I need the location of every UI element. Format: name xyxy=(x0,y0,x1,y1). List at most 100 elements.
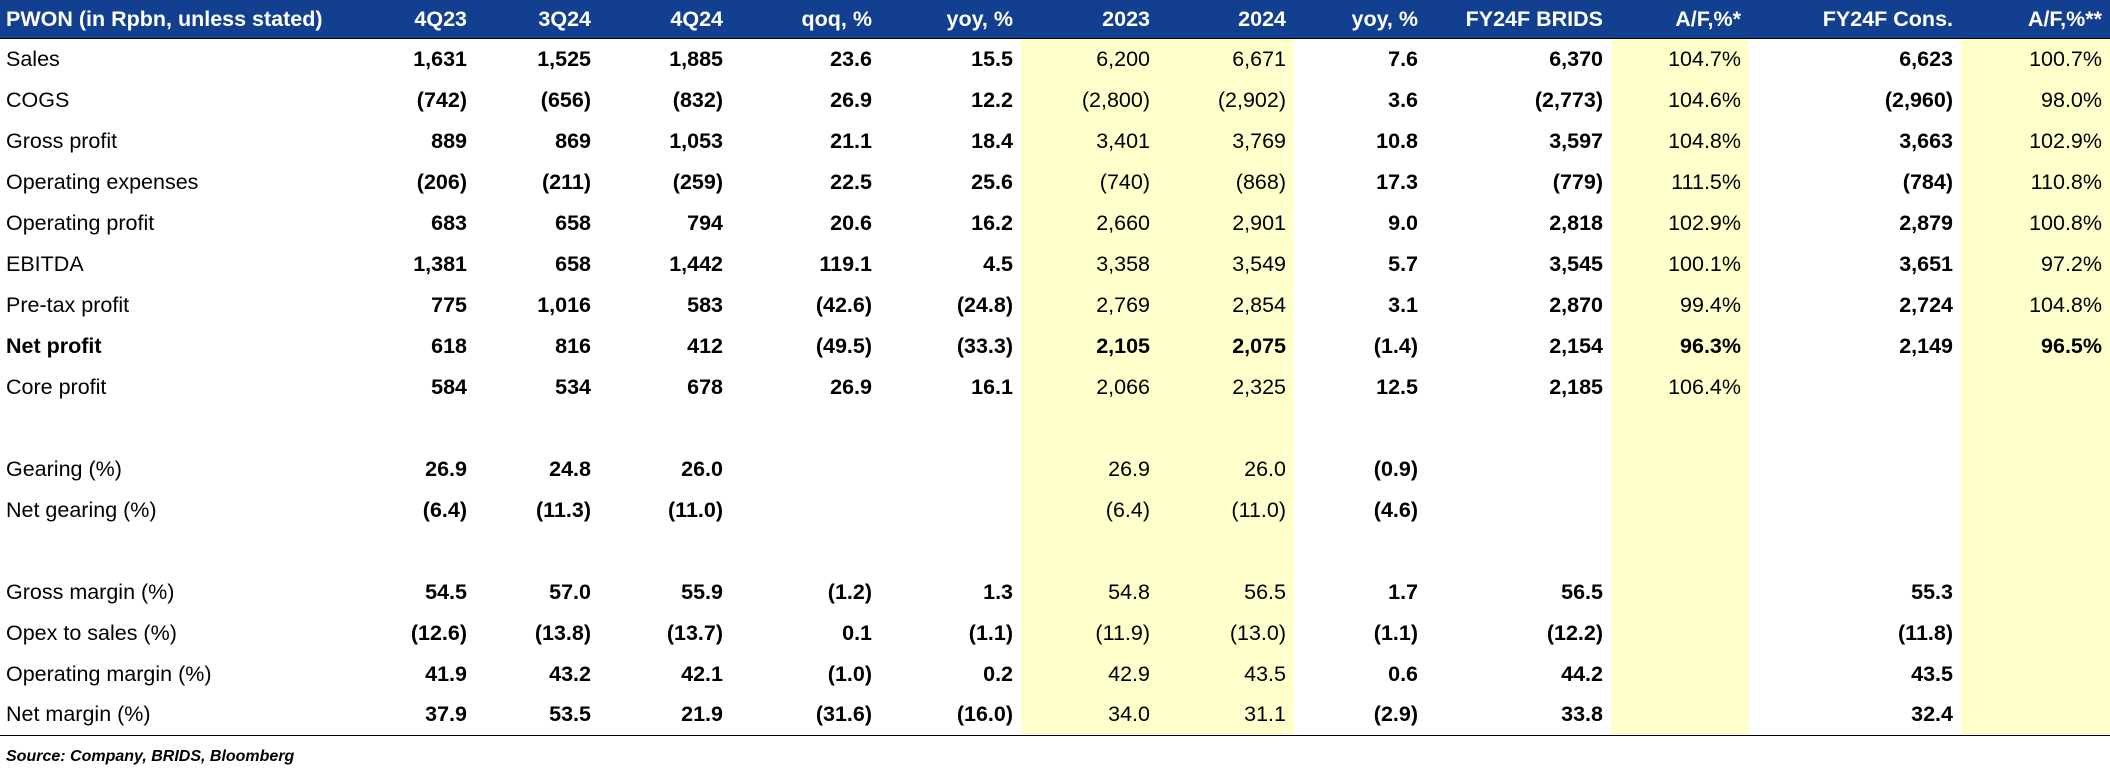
table-cell: (2,773) xyxy=(1534,87,1603,112)
table-cell: 2,185 xyxy=(1549,374,1603,399)
table-row: Pre-tax profit 775 1,016 583 (42.6) (24.8) 2,7… xyxy=(0,284,2110,326)
table-cell: 26.0 xyxy=(681,456,723,481)
table-cell: 0.1 xyxy=(842,620,872,645)
table-cell: 3,663 xyxy=(1899,128,1953,153)
table-cell: (2,960) xyxy=(1884,87,1953,112)
table-cell: (11.3) xyxy=(536,497,591,522)
table-cell: 57.0 xyxy=(549,579,591,604)
table-cell xyxy=(1961,366,2110,408)
table-cell: 10.8 xyxy=(1376,128,1418,153)
table-cell xyxy=(1158,407,1294,449)
table-cell: (6.4) xyxy=(422,497,467,522)
table-cell xyxy=(1611,407,1749,449)
table-cell xyxy=(880,531,1021,572)
table-cell: 1,381 xyxy=(413,251,467,276)
table-cell: 2,879 xyxy=(1899,210,1953,235)
table-cell: (12.2) xyxy=(1546,620,1603,645)
table-cell: (1.2) xyxy=(827,579,872,604)
table-cell: (6.4) xyxy=(1021,489,1158,531)
table-cell: 102.9% xyxy=(1611,202,1749,244)
table-cell: 6,671 xyxy=(1158,38,1294,80)
row-label: Opex to sales (%) xyxy=(6,620,177,645)
table-cell: (656) xyxy=(540,87,591,112)
table-cell: 56.5 xyxy=(1561,579,1603,604)
table-cell: 54.8 xyxy=(1021,571,1158,613)
table-cell: (11.0) xyxy=(1158,489,1294,531)
table-cell: (868) xyxy=(1158,161,1294,203)
table-cell: 584 xyxy=(431,374,467,399)
table-cell xyxy=(1158,530,1294,572)
table-cell: 534 xyxy=(555,374,591,399)
table-cell: 100.1% xyxy=(1611,243,1749,285)
row-label: Gross margin (%) xyxy=(6,579,175,604)
table-cell: 104.8% xyxy=(1961,284,2110,326)
table-cell xyxy=(1611,489,1749,531)
table-cell: (742) xyxy=(416,87,467,112)
column-header: yoy, % xyxy=(880,0,1021,39)
table-cell: 3,769 xyxy=(1158,120,1294,162)
table-cell: (1.4) xyxy=(1373,333,1418,358)
table-cell: 99.4% xyxy=(1611,284,1749,326)
table-cell: 658 xyxy=(555,210,591,235)
table-cell: 7.6 xyxy=(1294,38,1426,80)
row-label: Gross profit xyxy=(6,128,118,153)
table-cell xyxy=(1961,694,2110,736)
table-cell: 2,870 xyxy=(1549,292,1603,317)
table-cell: 3,545 xyxy=(1549,251,1603,276)
table-row: Core profit 584 534 678 26.9 16.1 2,066 2,325 12… xyxy=(0,366,2110,408)
table-cell: 102.9% xyxy=(1961,120,2110,162)
table-cell: 119.1 xyxy=(819,251,872,276)
table-cell: 26.9 xyxy=(830,87,872,112)
table-row: Opex to sales (%) (12.6) (13.8) (13.7) 0.1 (1… xyxy=(0,612,2110,654)
table-cell: 22.5 xyxy=(830,169,872,194)
table-cell xyxy=(1611,653,1749,695)
row-label: Operating margin (%) xyxy=(6,661,212,686)
table-cell: 96.5% xyxy=(1961,325,2110,367)
table-cell: (206) xyxy=(416,169,467,194)
table-cell: 104.8% xyxy=(1611,120,1749,162)
table-cell: 1,525 xyxy=(475,38,599,80)
table-cell: (779) xyxy=(1552,169,1603,194)
row-label: Pre-tax profit xyxy=(6,292,130,317)
table-cell: 43.5 xyxy=(1158,653,1294,695)
table-cell: 2,325 xyxy=(1158,366,1294,408)
table-cell: 17.3 xyxy=(1376,169,1418,194)
table-cell: (13.7) xyxy=(666,620,723,645)
table-cell xyxy=(1749,490,1961,531)
table-cell xyxy=(1961,653,2110,695)
column-header: yoy, % xyxy=(1294,0,1426,39)
table-cell xyxy=(731,408,880,449)
table-cell: (740) xyxy=(1021,161,1158,203)
table-cell: 1,442 xyxy=(669,251,723,276)
table-cell: 26.0 xyxy=(1158,448,1294,490)
table-cell: 44.2 xyxy=(1561,661,1603,686)
table-cell: (13.8) xyxy=(534,620,591,645)
table-cell: 43.2 xyxy=(549,661,591,686)
table-cell: (24.8) xyxy=(956,292,1013,317)
table-cell xyxy=(1611,530,1749,572)
row-label: Net gearing (%) xyxy=(6,497,157,522)
table-row xyxy=(0,407,2110,449)
table-cell: (11.0) xyxy=(668,497,723,522)
column-header: FY24F BRIDS xyxy=(1426,0,1611,39)
table-cell: (2,902) xyxy=(1158,79,1294,121)
table-cell: (259) xyxy=(672,169,723,194)
column-header: 4Q24 xyxy=(599,0,731,39)
table-cell: 618 xyxy=(431,333,467,358)
table-cell xyxy=(1961,530,2110,572)
table-cell: 683 xyxy=(431,210,467,235)
column-header: 2024 xyxy=(1158,0,1294,39)
table-cell: (1.1) xyxy=(968,620,1013,645)
column-header: A/F,%** xyxy=(1961,0,2110,39)
table-cell: 889 xyxy=(431,128,467,153)
table-cell: 23.6 xyxy=(731,38,880,80)
table-cell: 15.5 xyxy=(880,38,1021,80)
table-cell: 2,154 xyxy=(1549,333,1603,358)
table-cell: 1,631 xyxy=(340,38,475,80)
table-cell: 104.7% xyxy=(1611,38,1749,80)
table-cell xyxy=(880,490,1021,531)
table-cell xyxy=(1294,531,1426,572)
table-cell xyxy=(1426,531,1611,572)
table-cell: (31.6) xyxy=(731,694,880,736)
table-cell: 26.9 xyxy=(830,374,872,399)
